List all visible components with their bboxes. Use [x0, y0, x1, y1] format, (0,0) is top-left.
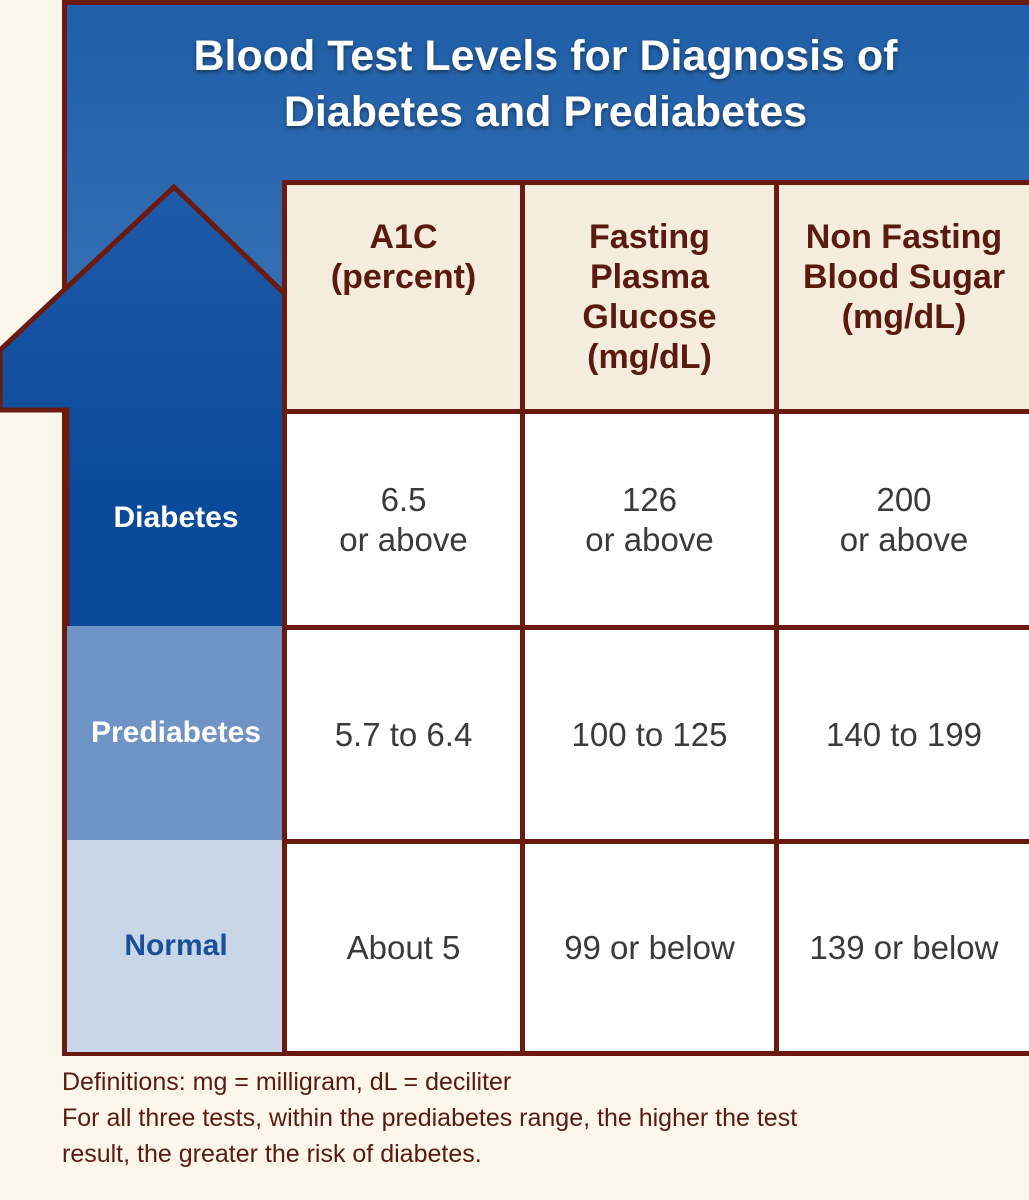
header-text: Non Fasting — [805, 218, 1003, 256]
header-text: (mg/dL) — [587, 338, 712, 376]
cell-text: or above — [839, 520, 969, 558]
definitions-note: Definitions: mg = milligram, dL = decili… — [62, 1068, 512, 1096]
cell-normal-fpg: 99 or below — [520, 839, 779, 1056]
cell-text: 200 — [876, 480, 932, 518]
cell-prediabetes-fpg: 100 to 125 — [520, 625, 779, 844]
title-line-1: Blood Test Levels for Diagnosis of — [193, 32, 898, 80]
chart-title: Blood Test Levels for Diagnosis of Diabe… — [62, 28, 1029, 140]
risk-note-line-1: For all three tests, within the prediabe… — [62, 1104, 798, 1132]
cell-text: or above — [339, 520, 468, 558]
header-text: Blood Sugar — [802, 258, 1006, 296]
cell-diabetes-fpg: 126 or above — [520, 409, 779, 630]
header-fasting-plasma-glucose: Fasting Plasma Glucose (mg/dL) — [520, 180, 779, 414]
cell-prediabetes-a1c: 5.7 to 6.4 — [282, 625, 525, 844]
header-text: Fasting — [589, 218, 710, 256]
cell-text: 126 — [621, 480, 678, 518]
cell-normal-a1c: About 5 — [282, 839, 525, 1056]
header-text: A1C — [369, 218, 438, 256]
header-a1c: A1C (percent) — [282, 180, 525, 414]
header-text: (mg/dL) — [841, 298, 967, 336]
row-label-diabetes: Diabetes — [113, 501, 239, 534]
header-non-fasting-blood-sugar: Non Fasting Blood Sugar (mg/dL) — [774, 180, 1029, 414]
cell-prediabetes-nfbs: 140 to 199 — [774, 625, 1029, 844]
footnotes: Definitions: mg = milligram, dL = decili… — [62, 1064, 797, 1172]
title-line-2: Diabetes and Prediabetes — [283, 88, 808, 136]
cell-text: or above — [585, 520, 714, 558]
row-label-prediabetes: Prediabetes — [90, 716, 262, 749]
row-label-normal: Normal — [124, 929, 228, 962]
cell-diabetes-nfbs: 200 or above — [774, 409, 1029, 630]
risk-note-line-2: result, the greater the risk of diabetes… — [62, 1140, 482, 1168]
cell-text: 6.5 — [380, 480, 427, 518]
header-text: (percent) — [330, 258, 477, 296]
header-text: Glucose — [582, 298, 717, 336]
cell-normal-nfbs: 139 or below — [774, 839, 1029, 1056]
header-text: Plasma — [589, 258, 710, 296]
cell-diabetes-a1c: 6.5 or above — [282, 409, 525, 630]
